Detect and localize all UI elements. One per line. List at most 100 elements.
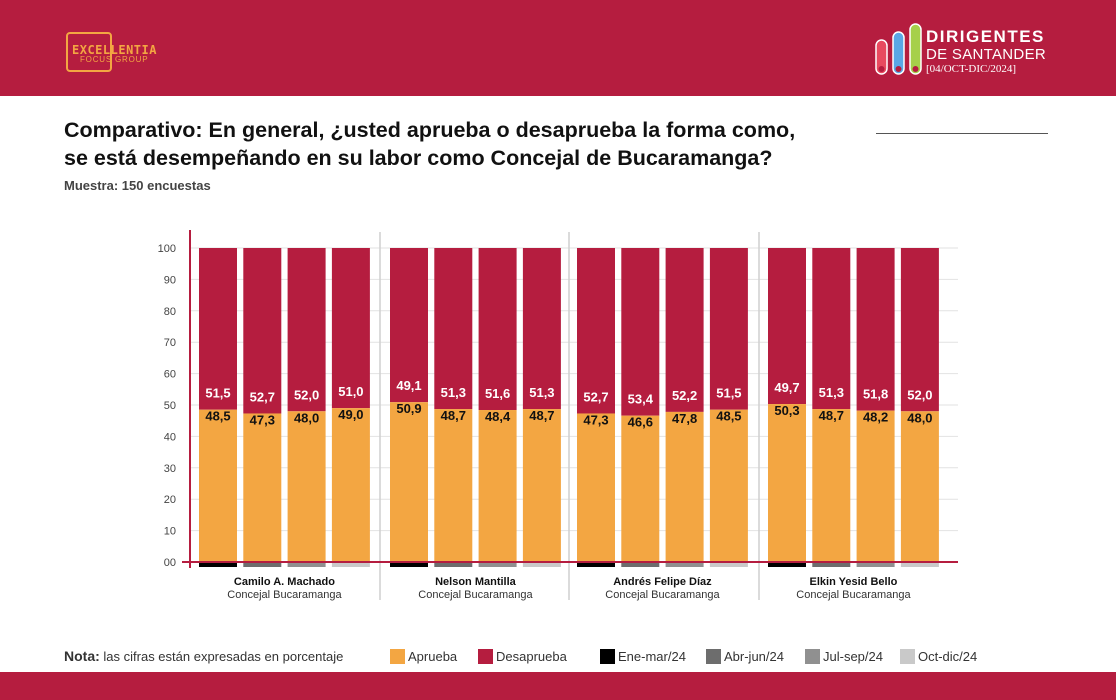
bar-desaprueba <box>390 248 428 403</box>
period-marker <box>768 562 806 567</box>
data-label-aprueba: 48,5 <box>716 409 741 424</box>
group-name: Andrés Felipe Díaz <box>613 576 712 588</box>
period-marker <box>243 562 282 567</box>
period-marker <box>577 562 615 567</box>
data-label-aprueba: 47,3 <box>250 412 275 427</box>
data-label-desaprueba: 51,3 <box>441 385 466 400</box>
legend-label-jul-sep: Jul-sep/24 <box>823 649 883 664</box>
y-tick-label: 10 <box>164 526 176 538</box>
legend-item-oct-dic: Oct-dic/24 <box>900 649 977 664</box>
group-name: Nelson Mantilla <box>435 576 517 588</box>
period-marker <box>522 562 561 567</box>
y-tick-label: 80 <box>164 306 176 318</box>
data-label-desaprueba: 51,3 <box>819 385 844 400</box>
y-tick-label: 40 <box>164 431 176 443</box>
approval-chart: 00 10 20 30 40 50 60 70 80 90 100 51,5 48,5 52,7 47,3 5… <box>158 230 958 601</box>
legend-item-ene-mar: Ene-mar/24 <box>600 649 686 664</box>
data-label-desaprueba: 51,0 <box>338 384 363 399</box>
bar-aprueba <box>856 410 895 562</box>
footer-band <box>0 672 1116 700</box>
logo-right-line3: [04/OCT-DIC/2024] <box>926 63 1017 75</box>
bar-aprueba <box>243 413 282 562</box>
bar-aprueba <box>522 409 561 562</box>
dirigentes-logo-text: DIRIGENTES DE SANTANDER [04/OCT-DIC/2024… <box>926 28 1046 76</box>
bar-desaprueba <box>665 248 704 412</box>
bar-aprueba <box>331 408 370 562</box>
period-marker <box>709 562 748 567</box>
data-label-desaprueba: 53,4 <box>628 392 654 407</box>
period-marker <box>812 562 851 567</box>
bar-aprueba <box>577 413 615 562</box>
data-label-aprueba: 48,7 <box>529 408 554 423</box>
legend-item-jul-sep: Jul-sep/24 <box>805 649 883 664</box>
title-line-1: Comparativo: En general, ¿usted aprueba … <box>64 118 796 142</box>
bar-aprueba <box>390 402 428 562</box>
footnote-label: Nota: <box>64 648 100 664</box>
data-label-desaprueba: 52,7 <box>583 389 608 404</box>
data-label-aprueba: 47,8 <box>672 411 697 426</box>
bar-desaprueba <box>331 248 370 409</box>
data-label-aprueba: 46,6 <box>628 415 653 430</box>
period-marker <box>390 562 428 567</box>
y-tick-label: 20 <box>164 494 176 506</box>
excellentia-logo: EXCELLENTIA FOCUS GROUP <box>66 30 156 74</box>
legend-label-oct-dic: Oct-dic/24 <box>918 649 978 664</box>
period-marker <box>434 562 473 567</box>
period-marker <box>621 562 660 567</box>
logo-right-line2: DE SANTANDER <box>926 46 1047 63</box>
bar-aprueba <box>812 409 851 562</box>
sample-size: Muestra: 150 encuestas <box>64 178 211 193</box>
bar-aprueba <box>478 410 517 562</box>
y-tick-label: 70 <box>164 337 176 349</box>
bar-desaprueba <box>287 248 326 412</box>
bar-aprueba <box>768 404 806 562</box>
data-label-aprueba: 48,7 <box>441 408 466 423</box>
period-marker <box>900 562 939 567</box>
bar-desaprueba <box>812 248 851 410</box>
legend-swatch-ene-mar <box>600 649 615 664</box>
data-label-aprueba: 50,3 <box>774 403 799 418</box>
data-label-desaprueba: 52,2 <box>672 388 697 403</box>
legend-swatch-aprueba <box>390 649 405 664</box>
legend: Aprueba Desaprueba Ene-mar/24 Abr-jun/24… <box>0 649 1116 665</box>
bar-desaprueba <box>768 248 806 405</box>
period-marker <box>665 562 704 567</box>
legend-label-desaprueba: Desaprueba <box>496 649 567 664</box>
period-marker <box>331 562 370 567</box>
bar-desaprueba <box>199 248 237 410</box>
legend-swatch-jul-sep <box>805 649 820 664</box>
legend-label-abr-jun: Abr-jun/24 <box>724 649 784 664</box>
footnote-text: las cifras están expresadas en porcentaj… <box>103 649 344 664</box>
y-tick-label: 60 <box>164 369 176 381</box>
data-label-desaprueba: 51,3 <box>529 385 554 400</box>
bar-chart-logo-icon <box>875 23 922 75</box>
bar-aprueba <box>709 409 748 562</box>
data-label-aprueba: 48,5 <box>205 409 230 424</box>
bar-desaprueba <box>243 248 282 414</box>
group-subtitle: Concejal Bucaramanga <box>605 589 720 601</box>
logo-frame-icon <box>66 32 112 72</box>
group-subtitle: Concejal Bucaramanga <box>227 589 342 601</box>
bar-aprueba <box>900 411 939 562</box>
legend-item-abr-jun: Abr-jun/24 <box>706 649 784 664</box>
group-name: Camilo A. Machado <box>234 576 335 588</box>
data-label-desaprueba: 51,6 <box>485 386 510 401</box>
data-label-desaprueba: 52,0 <box>294 387 319 402</box>
data-label-aprueba: 48,7 <box>819 408 844 423</box>
data-label-desaprueba: 49,1 <box>396 378 421 393</box>
data-label-desaprueba: 52,0 <box>907 387 932 402</box>
logo-left-line1: EXCELLENTIA <box>72 43 157 57</box>
bar-desaprueba <box>478 248 517 411</box>
bar-aprueba <box>665 411 704 562</box>
bar-desaprueba <box>856 248 895 411</box>
bar-aprueba <box>434 409 473 562</box>
data-label-aprueba: 48,0 <box>907 410 932 425</box>
bar-desaprueba <box>709 248 748 410</box>
period-marker <box>478 562 517 567</box>
data-label-aprueba: 50,9 <box>396 401 421 416</box>
period-marker <box>287 562 326 567</box>
data-label-desaprueba: 51,8 <box>863 387 888 402</box>
legend-swatch-oct-dic <box>900 649 915 664</box>
data-label-desaprueba: 52,7 <box>250 389 275 404</box>
data-label-desaprueba: 49,7 <box>774 380 799 395</box>
